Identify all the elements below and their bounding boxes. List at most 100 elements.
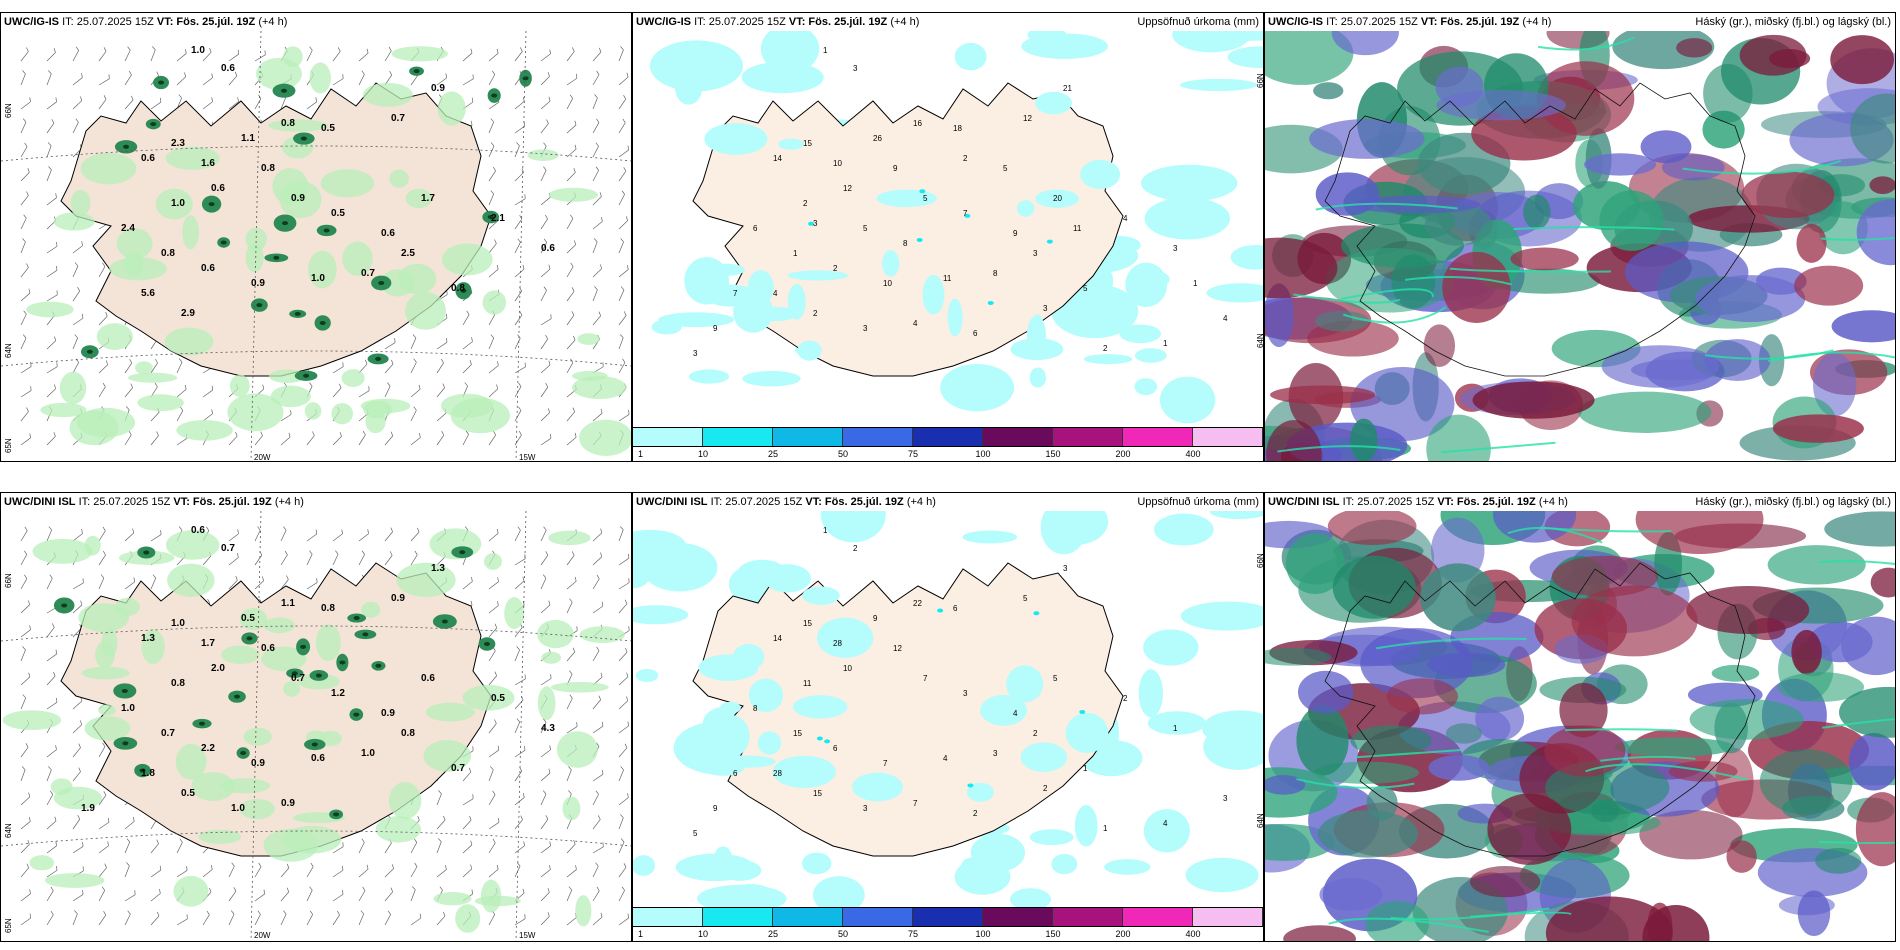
precip-value-label: 0.9 — [281, 798, 295, 809]
colorbar-swatch — [1053, 428, 1123, 446]
precip-value-label: 5.6 — [141, 288, 155, 299]
lead-time: (+4 h) — [906, 496, 936, 508]
wind-barb — [358, 48, 369, 62]
wind-barb — [566, 335, 576, 350]
colorbar-tick-label: 25 — [767, 929, 778, 939]
wind-barb — [46, 432, 56, 446]
wind-barb — [20, 263, 29, 278]
wind-barb — [566, 722, 578, 734]
cloud-layer — [1578, 391, 1712, 433]
precip-area — [315, 624, 341, 661]
precip-area — [483, 553, 503, 570]
wind-barb — [358, 886, 366, 902]
wind-barb — [618, 672, 629, 686]
wind-barb — [514, 576, 525, 590]
wind-barb — [618, 94, 627, 110]
colorbar-tick-label: 200 — [1115, 449, 1131, 459]
precip-value-label: 2.5 — [401, 248, 415, 259]
wind-barb — [436, 337, 448, 350]
cloud-layer — [1689, 699, 1804, 740]
precip-value-label: 0.5 — [241, 613, 255, 624]
precip-value-label: 0.6 — [541, 243, 555, 254]
precip-value-label: 0.9 — [431, 83, 445, 94]
accum-area-inland — [1051, 853, 1078, 875]
colorbar: 1 10 25 50 75 100 150 200 400 — [633, 907, 1263, 941]
wind-barb — [514, 862, 521, 878]
wind-barb — [540, 841, 551, 854]
precip-value-label: 2.9 — [181, 308, 195, 319]
wind-barb — [20, 766, 26, 782]
precip-area — [167, 563, 215, 597]
wind-barb — [358, 386, 370, 398]
precip-value-label: 0.7 — [161, 728, 175, 739]
wind-barb — [410, 838, 418, 854]
precip-value-label: 0.5 — [491, 693, 505, 704]
valid-time: VT: Fös. 25.júl. 19Z — [173, 496, 272, 508]
wind-barb — [20, 816, 31, 830]
wind-barb — [540, 264, 551, 278]
wind-barb — [228, 910, 235, 926]
model-name: UWC/IG-IS — [1268, 16, 1323, 28]
wind-barb — [592, 238, 598, 254]
wind-barb — [566, 144, 577, 158]
wind-barb — [566, 766, 572, 782]
precip-area — [256, 57, 302, 90]
wind-barb — [592, 192, 602, 206]
wind-barb — [72, 96, 83, 110]
precip-area — [537, 686, 556, 721]
accum-area-inland — [757, 731, 782, 755]
wind-barb — [618, 696, 629, 710]
wind-barb — [124, 528, 135, 542]
wind-barb — [410, 406, 417, 422]
wind-barb — [618, 190, 625, 206]
wind-barb — [332, 550, 339, 566]
wind-barb — [124, 383, 133, 398]
precip-area — [270, 385, 311, 408]
wind-barb — [566, 407, 576, 422]
accum-area-inland — [793, 695, 848, 719]
heavy-precip-core — [246, 636, 253, 641]
accum-value-label: 9 — [873, 614, 878, 623]
precip-area — [331, 402, 353, 425]
cloud-layer — [1332, 555, 1416, 619]
wind-barb — [540, 745, 551, 758]
cloud-layer — [1772, 414, 1864, 443]
precip-value-label: 0.8 — [401, 728, 415, 739]
accum-value-label: 22 — [913, 599, 922, 608]
latitude-line — [1, 350, 631, 367]
wind-barb — [46, 70, 52, 86]
heavy-precip-core — [323, 228, 330, 233]
wind-barb — [124, 95, 134, 110]
lat-label-65n: 65N — [4, 918, 13, 933]
heavy-precip-core — [362, 632, 369, 637]
accum-value-label: 5 — [1053, 674, 1058, 683]
cloud-layer — [1313, 82, 1344, 100]
wind-barb — [20, 118, 27, 134]
cloud-edge — [1585, 763, 1748, 781]
colorbar-swatch — [1193, 428, 1263, 446]
wind-barb — [488, 384, 499, 398]
panel-header: UWC/DINI ISL IT: 25.07.2025 15Z VT: Fös.… — [1265, 493, 1895, 511]
wind-barb — [514, 406, 522, 422]
accum-area — [1074, 804, 1098, 847]
wind-barb — [98, 863, 107, 878]
wind-barb — [280, 575, 289, 590]
wind-barb — [566, 311, 575, 326]
wind-barb — [618, 793, 629, 806]
cloud-layer — [1427, 652, 1506, 678]
wind-barb — [566, 47, 575, 62]
wind-barb — [72, 241, 83, 254]
accum-value-label: 7 — [883, 759, 888, 768]
heavy-precip-core — [353, 616, 360, 621]
wind-barb — [46, 649, 58, 662]
precip-area — [245, 227, 267, 251]
wind-barb — [280, 910, 287, 926]
wind-barb — [592, 47, 602, 62]
lead-time: (+4 h) — [274, 496, 304, 508]
wind-barb — [72, 262, 79, 278]
precip-value-label: 0.6 — [201, 263, 215, 274]
precip-area — [175, 743, 207, 780]
wind-barb — [306, 529, 318, 542]
wind-barb — [566, 94, 574, 110]
wind-barb — [592, 142, 599, 158]
